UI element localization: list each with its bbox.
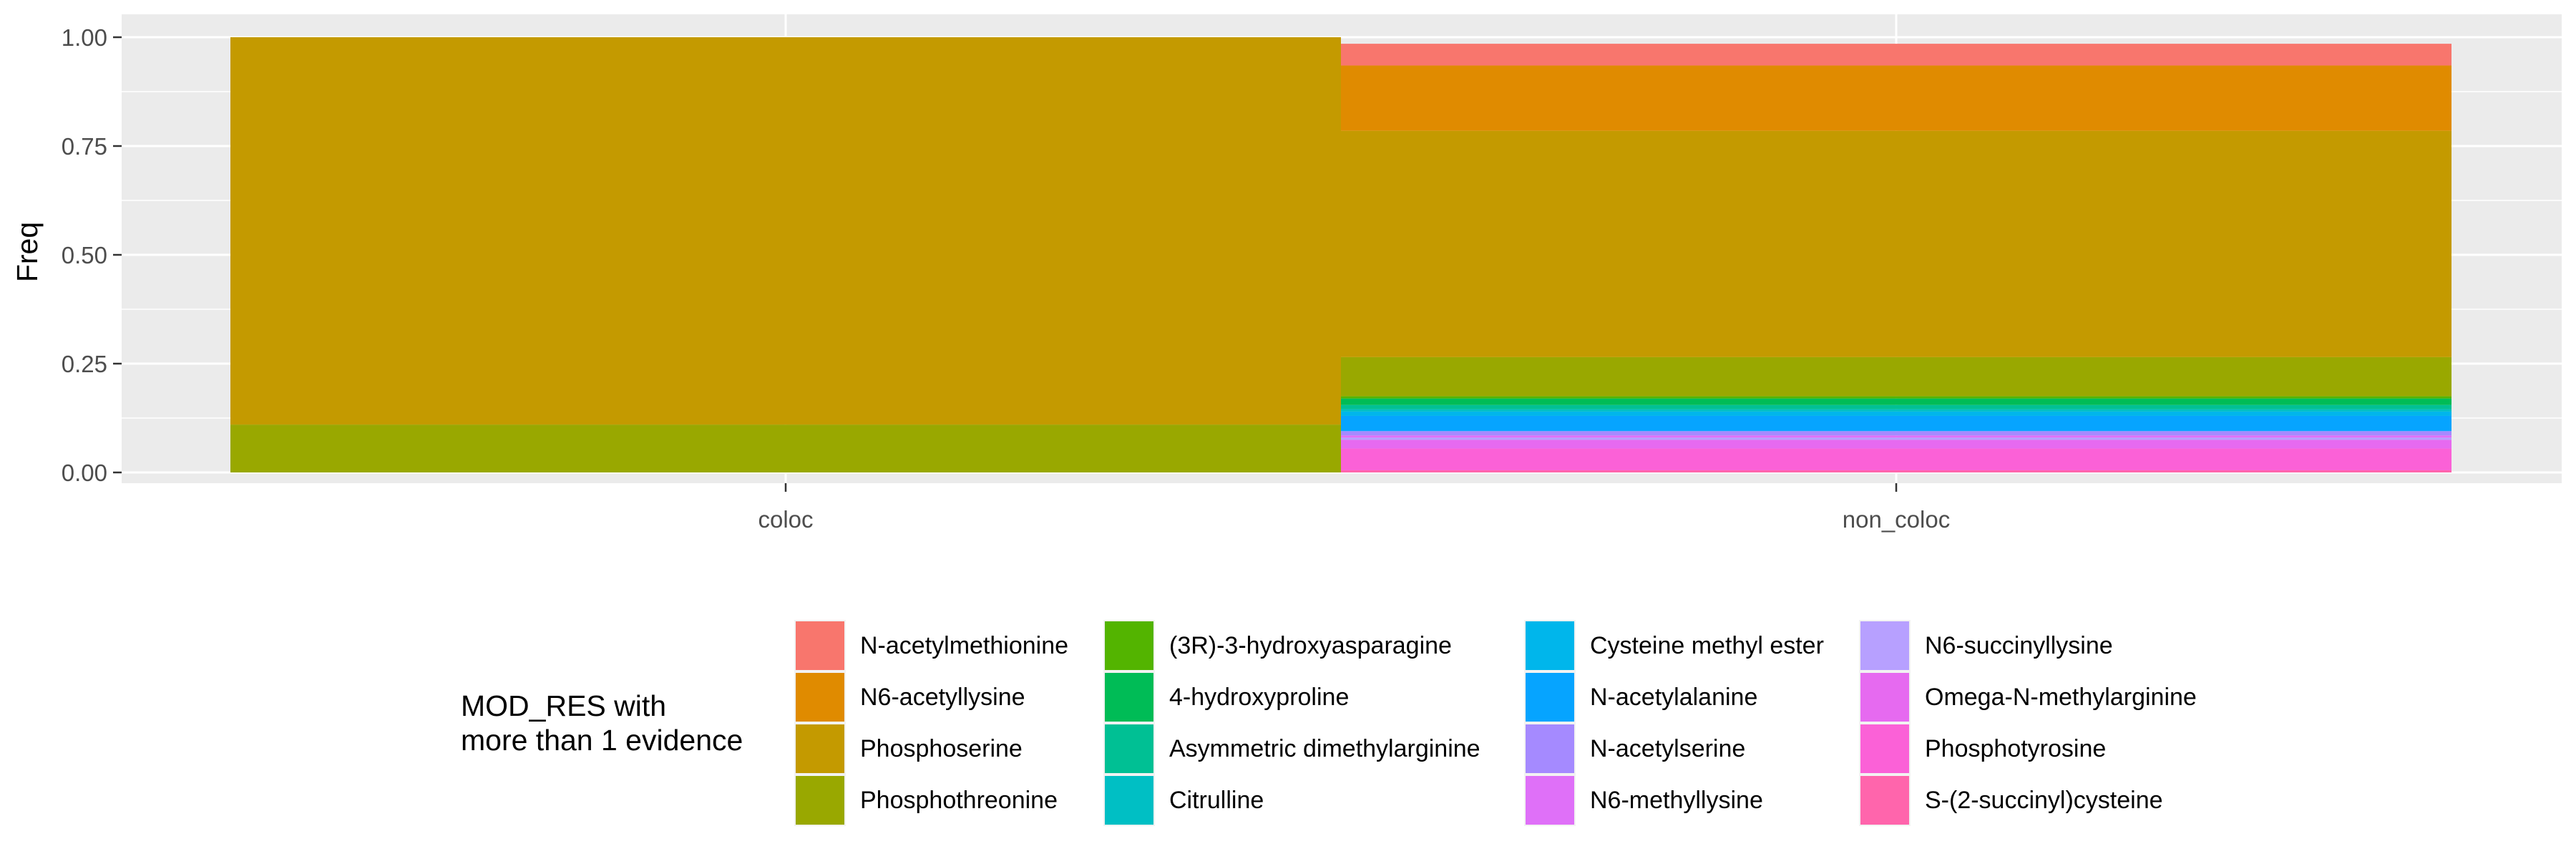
legend-swatch-fill <box>1526 673 1574 722</box>
legend-key-swatch <box>1524 671 1576 723</box>
legend-key-swatch <box>794 775 846 826</box>
legend-key-swatch <box>1524 620 1576 671</box>
legend-label: Phosphoserine <box>860 735 1023 762</box>
legend-swatch-fill <box>1860 673 1909 722</box>
legend-swatch-fill <box>796 673 844 722</box>
legend-label: N6-succinyllysine <box>1925 632 2113 659</box>
legend-label: Citrulline <box>1169 787 1264 814</box>
legend-key-swatch <box>1103 723 1155 775</box>
legend-label: N6-methyllysine <box>1590 787 1763 814</box>
legend-label: Asymmetric dimethylarginine <box>1169 735 1480 762</box>
legend-swatch-fill <box>796 724 844 773</box>
legend-swatch-fill <box>1105 776 1153 825</box>
bar-segment <box>1341 130 2451 357</box>
bar-segment <box>1341 396 2451 399</box>
stacked-bar-chart: 0.00 0.25 0.50 0.75 1.00 coloc non_coloc Freq <box>11 14 2562 533</box>
bar-segment <box>1341 409 2451 412</box>
bar-segment <box>230 424 1341 472</box>
legend-label: Phosphotyrosine <box>1925 735 2107 762</box>
legend: MOD_RES with more than 1 evidence N-acet… <box>461 620 2264 828</box>
bars <box>230 37 2451 472</box>
y-tick-label: 0.50 <box>62 242 107 268</box>
bar-segment <box>1341 411 2451 416</box>
bar-segment <box>1341 44 2451 66</box>
bar-segment <box>1341 398 2451 405</box>
legend-label: N-acetylserine <box>1590 735 1746 762</box>
y-tick-label: 0.25 <box>62 351 107 377</box>
legend-key-swatch <box>1859 671 1911 723</box>
x-axis: coloc non_coloc <box>758 483 1950 533</box>
bar-segment <box>1341 404 2451 409</box>
y-tick-label: 1.00 <box>62 24 107 51</box>
legend-key-swatch <box>1859 723 1911 775</box>
legend-label: 4-hydroxyproline <box>1169 684 1350 711</box>
bar-segment <box>1341 356 2451 397</box>
legend-swatch-fill <box>1105 621 1153 670</box>
bar-segment <box>1341 415 2451 432</box>
legend-title: MOD_RES with more than 1 evidence <box>461 689 743 757</box>
bar-segment <box>1341 437 2451 440</box>
x-tick-label: non_coloc <box>1843 506 1950 533</box>
legend-key-swatch <box>794 671 846 723</box>
y-axis: 0.00 0.25 0.50 0.75 1.00 <box>62 24 122 486</box>
legend-swatch-fill <box>796 621 844 670</box>
legend-key-swatch <box>1524 723 1576 775</box>
bar-segment <box>1341 440 2451 449</box>
legend-key-swatch <box>1859 775 1911 826</box>
y-tick-label: 0.75 <box>62 133 107 160</box>
bar-segment <box>1341 435 2451 438</box>
legend-key-swatch <box>1103 671 1155 723</box>
bar-segment <box>1341 448 2451 470</box>
bar-segment <box>230 37 1341 425</box>
legend-label: N-acetylmethionine <box>860 632 1069 659</box>
legend-swatch-fill <box>796 776 844 825</box>
legend-swatch-fill <box>1105 724 1153 773</box>
legend-label: (3R)-3-hydroxyasparagine <box>1169 632 1452 659</box>
x-tick-label: coloc <box>758 506 813 533</box>
legend-swatch-fill <box>1526 724 1574 773</box>
legend-swatch-fill <box>1526 776 1574 825</box>
legend-label: N-acetylalanine <box>1590 684 1758 711</box>
bar-segment <box>1341 470 2451 472</box>
legend-key-swatch <box>1524 775 1576 826</box>
legend-label: Cysteine methyl ester <box>1590 632 1824 659</box>
legend-label: N6-acetyllysine <box>860 684 1025 711</box>
legend-key-swatch <box>1859 620 1911 671</box>
legend-label: S-(2-succinyl)cysteine <box>1925 787 2163 814</box>
y-tick-label: 0.00 <box>62 460 107 486</box>
legend-swatch-fill <box>1860 621 1909 670</box>
legend-key-swatch <box>1103 775 1155 826</box>
legend-swatch-fill <box>1860 724 1909 773</box>
legend-key-swatch <box>1103 620 1155 671</box>
legend-swatch-fill <box>1105 673 1153 722</box>
legend-key-swatch <box>794 620 846 671</box>
legend-swatch-fill <box>1526 621 1574 670</box>
y-axis-title: Freq <box>11 222 44 282</box>
bar-segment <box>1341 65 2451 131</box>
legend-key-swatch <box>794 723 846 775</box>
legend-swatch-fill <box>1860 776 1909 825</box>
legend-label: Phosphothreonine <box>860 787 1058 814</box>
bar-segment <box>1341 431 2451 436</box>
legend-label: Omega-N-methylarginine <box>1925 684 2197 711</box>
